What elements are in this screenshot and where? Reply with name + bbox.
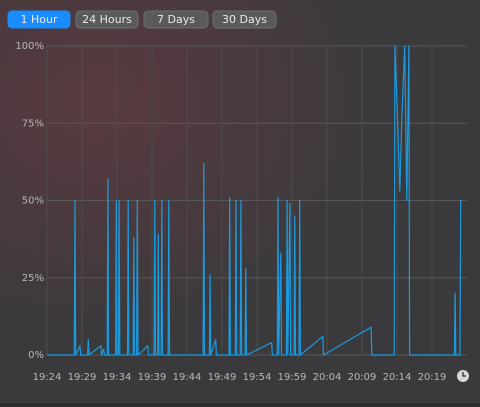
x-tick-label: 19:34 (103, 372, 132, 383)
tab-label[interactable]: 7 Days (157, 13, 195, 26)
tab-button[interactable]: 1 Hour (7, 10, 71, 29)
x-tick-label: 19:59 (278, 372, 307, 383)
y-tick-label: 50% (22, 196, 44, 207)
tab-label[interactable]: 24 Hours (82, 13, 132, 26)
x-tick-label: 20:04 (313, 372, 342, 383)
tab-button[interactable]: 30 Days (212, 10, 277, 29)
history-icon[interactable] (457, 370, 469, 382)
x-tick-label: 20:19 (418, 372, 447, 383)
tab-label[interactable]: 1 Hour (21, 13, 58, 26)
tab-button[interactable]: 7 Days (143, 10, 209, 29)
tab-background[interactable] (212, 10, 277, 29)
tab-bar: 1 Hour 24 Hours 7 Days 30 Days (7, 10, 277, 29)
y-tick-label: 0% (28, 350, 44, 361)
tab-label[interactable]: 30 Days (222, 13, 267, 26)
y-tick-label: 75% (22, 118, 44, 129)
x-tick-label: 19:54 (243, 372, 272, 383)
x-tick-label: 19:39 (138, 372, 167, 383)
x-tick-label: 19:49 (208, 372, 237, 383)
x-tick-label: 20:14 (383, 372, 412, 383)
x-tick-label: 19:44 (173, 372, 202, 383)
tab-background[interactable] (75, 10, 139, 29)
tab-background[interactable] (143, 10, 209, 29)
data-line (47, 45, 463, 356)
tab-button[interactable]: 24 Hours (75, 10, 139, 29)
y-tick-label: 25% (22, 273, 44, 284)
x-tick-label: 19:29 (68, 372, 97, 383)
y-tick-label: 100% (15, 41, 44, 52)
x-tick-label: 19:24 (33, 372, 62, 383)
x-tick-label: 20:09 (348, 372, 377, 383)
tab-background[interactable] (7, 10, 71, 29)
